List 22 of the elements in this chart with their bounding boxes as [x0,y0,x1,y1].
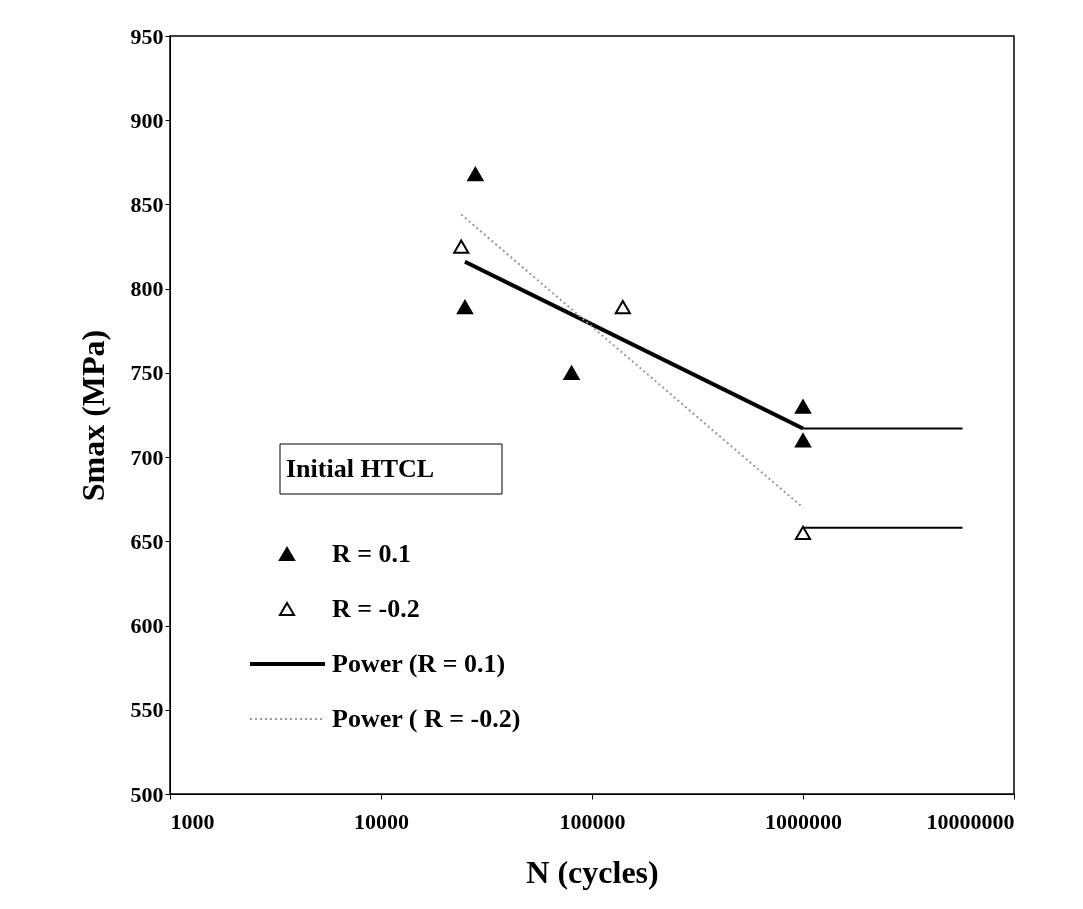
y-tick-label: 500 [130,781,164,807]
legend-label: Power (R = 0.1) [332,649,506,678]
x-tick-label: 10000000 [926,808,1015,834]
y-axis-title: Smax (MPa) [74,329,111,502]
legend-label: Power ( R = -0.2) [332,704,521,733]
y-tick-label: 750 [130,360,164,386]
x-tick-label: 10000 [354,808,409,834]
legend-label: R = 0.1 [332,539,412,568]
x-tick-label: 1000000 [765,808,842,834]
legend-title: Initial HTCL [286,454,435,483]
y-tick-label: 850 [130,191,164,217]
y-tick-label: 900 [130,107,164,133]
y-tick-label: 600 [130,613,164,639]
x-tick-label: 1000 [170,808,215,834]
x-axis-title: N (cycles) [526,853,659,890]
y-tick-label: 800 [130,276,164,302]
x-tick-label: 100000 [559,808,626,834]
legend-label: R = -0.2 [332,594,420,623]
y-tick-label: 950 [130,23,164,49]
y-tick-label: 650 [130,528,164,554]
y-tick-label: 550 [130,697,164,723]
y-tick-label: 700 [130,444,164,470]
